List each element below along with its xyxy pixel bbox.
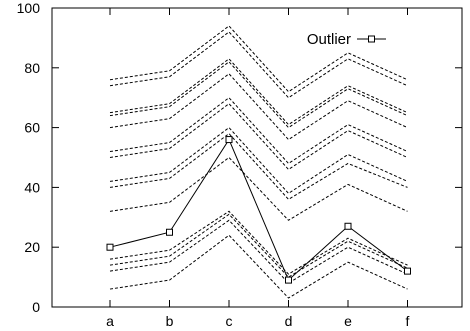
x-tick-label: f bbox=[406, 313, 410, 329]
x-tick-label: e bbox=[344, 313, 352, 329]
x-tick-label: b bbox=[166, 313, 174, 329]
y-tick-label: 40 bbox=[24, 179, 40, 195]
y-tick-label: 60 bbox=[24, 120, 40, 136]
y-tick-label: 100 bbox=[17, 0, 41, 16]
x-tick-label: a bbox=[106, 313, 114, 329]
background-series-line bbox=[109, 61, 408, 129]
data-point-marker bbox=[166, 228, 173, 236]
x-axis-ticks: a b c d e f bbox=[106, 8, 410, 329]
plot-frame bbox=[51, 7, 463, 308]
background-series-line bbox=[109, 97, 408, 165]
background-series-line bbox=[109, 219, 408, 284]
legend-marker-outlier bbox=[368, 35, 375, 43]
y-tick-label: 80 bbox=[24, 60, 40, 76]
x-tick-label: c bbox=[226, 313, 233, 329]
legend: Outlier bbox=[307, 31, 386, 48]
data-point-marker bbox=[285, 276, 292, 284]
background-series-line bbox=[109, 73, 408, 141]
x-tick-label: d bbox=[285, 313, 293, 329]
background-series-line bbox=[109, 126, 408, 195]
data-point-marker bbox=[225, 136, 233, 144]
series-line-outlier bbox=[109, 138, 408, 281]
chart-axes bbox=[51, 7, 463, 308]
y-axis-ticks: 0 20 40 60 80 100 bbox=[17, 0, 462, 315]
background-series-line bbox=[109, 234, 408, 299]
background-series-line bbox=[109, 31, 408, 99]
y-tick-label: 20 bbox=[24, 239, 40, 255]
data-point-marker bbox=[106, 243, 114, 251]
background-series-line bbox=[109, 58, 408, 126]
legend-label-outlier: Outlier bbox=[307, 31, 351, 48]
background-series-line bbox=[109, 156, 408, 221]
data-point-marker bbox=[404, 267, 411, 275]
background-series-group bbox=[109, 25, 408, 299]
data-point-marker bbox=[344, 222, 352, 230]
background-series-line bbox=[109, 25, 408, 93]
outlier-series-group bbox=[106, 136, 411, 284]
background-series-line bbox=[109, 103, 408, 171]
background-series-line bbox=[109, 132, 408, 201]
background-series-line bbox=[109, 210, 408, 275]
background-series-line bbox=[109, 213, 408, 278]
y-tick-label: 0 bbox=[32, 299, 40, 315]
